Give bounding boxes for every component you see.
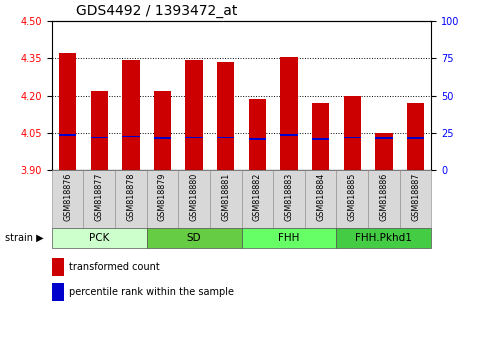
Bar xyxy=(122,136,140,137)
Text: GSM818886: GSM818886 xyxy=(380,173,388,221)
Text: GSM818881: GSM818881 xyxy=(221,173,230,221)
Text: transformed count: transformed count xyxy=(69,262,160,272)
Bar xyxy=(312,103,329,170)
Bar xyxy=(178,170,210,228)
Bar xyxy=(83,170,115,228)
Bar xyxy=(242,170,273,228)
Bar xyxy=(91,91,108,170)
Bar xyxy=(122,59,140,170)
Bar xyxy=(273,170,305,228)
Bar xyxy=(185,137,203,138)
Bar xyxy=(217,62,235,170)
Bar xyxy=(336,228,431,248)
Text: GSM818876: GSM818876 xyxy=(63,173,72,221)
Bar xyxy=(210,170,242,228)
Text: GSM818882: GSM818882 xyxy=(253,173,262,221)
Bar xyxy=(147,170,178,228)
Bar xyxy=(59,53,76,170)
Bar xyxy=(59,135,76,136)
Text: GSM818880: GSM818880 xyxy=(190,173,199,221)
Bar xyxy=(344,96,361,170)
Bar xyxy=(281,57,298,170)
Bar xyxy=(407,103,424,170)
Bar xyxy=(154,91,171,170)
Bar xyxy=(336,170,368,228)
Bar xyxy=(312,138,329,140)
Bar xyxy=(368,170,400,228)
Bar xyxy=(52,228,147,248)
Text: GSM818878: GSM818878 xyxy=(126,173,136,221)
Bar xyxy=(185,59,203,170)
Bar xyxy=(344,137,361,138)
Text: strain ▶: strain ▶ xyxy=(5,233,43,243)
Bar xyxy=(91,137,108,138)
Text: FHH.Pkhd1: FHH.Pkhd1 xyxy=(355,233,412,243)
Bar xyxy=(115,170,147,228)
Text: GSM818884: GSM818884 xyxy=(316,173,325,221)
Bar xyxy=(242,228,336,248)
Bar xyxy=(248,138,266,140)
Text: GSM818879: GSM818879 xyxy=(158,173,167,221)
Text: PCK: PCK xyxy=(89,233,109,243)
Text: GSM818883: GSM818883 xyxy=(284,173,293,221)
Text: SD: SD xyxy=(187,233,202,243)
Bar xyxy=(154,137,171,139)
Bar xyxy=(217,137,235,138)
Bar xyxy=(375,137,392,139)
Bar xyxy=(375,133,392,170)
Bar xyxy=(281,135,298,136)
Text: FHH: FHH xyxy=(279,233,300,243)
Bar xyxy=(407,137,424,139)
Text: GSM818885: GSM818885 xyxy=(348,173,357,221)
Text: GDS4492 / 1393472_at: GDS4492 / 1393472_at xyxy=(76,4,238,18)
Bar xyxy=(248,99,266,170)
Bar xyxy=(400,170,431,228)
Bar xyxy=(52,170,83,228)
Bar xyxy=(305,170,336,228)
Text: GSM818887: GSM818887 xyxy=(411,173,420,221)
Text: GSM818877: GSM818877 xyxy=(95,173,104,221)
Text: percentile rank within the sample: percentile rank within the sample xyxy=(69,287,234,297)
Bar xyxy=(147,228,242,248)
